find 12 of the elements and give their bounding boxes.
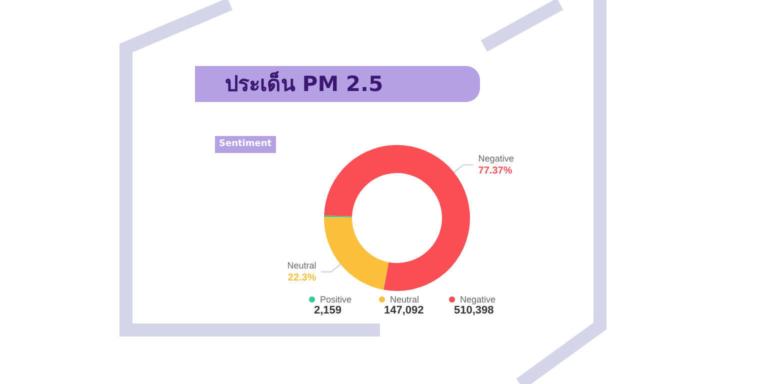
data-label: 22.3% <box>288 272 316 284</box>
slice-label: Neutral <box>287 260 316 270</box>
legend-label: Positive <box>320 294 352 304</box>
text: 510,398 <box>454 304 494 316</box>
chart-title: ประเด็น PM 2.5 <box>195 66 480 102</box>
chart-subtitle: Sentiment <box>215 136 276 153</box>
legend-label: Neutral <box>390 294 420 304</box>
legend-label: Negative <box>460 294 496 304</box>
slice-label: Negative <box>478 153 514 164</box>
data-label: 77.37% <box>478 165 512 176</box>
text: 2,159 <box>314 304 342 316</box>
text: 147,092 <box>384 304 424 316</box>
